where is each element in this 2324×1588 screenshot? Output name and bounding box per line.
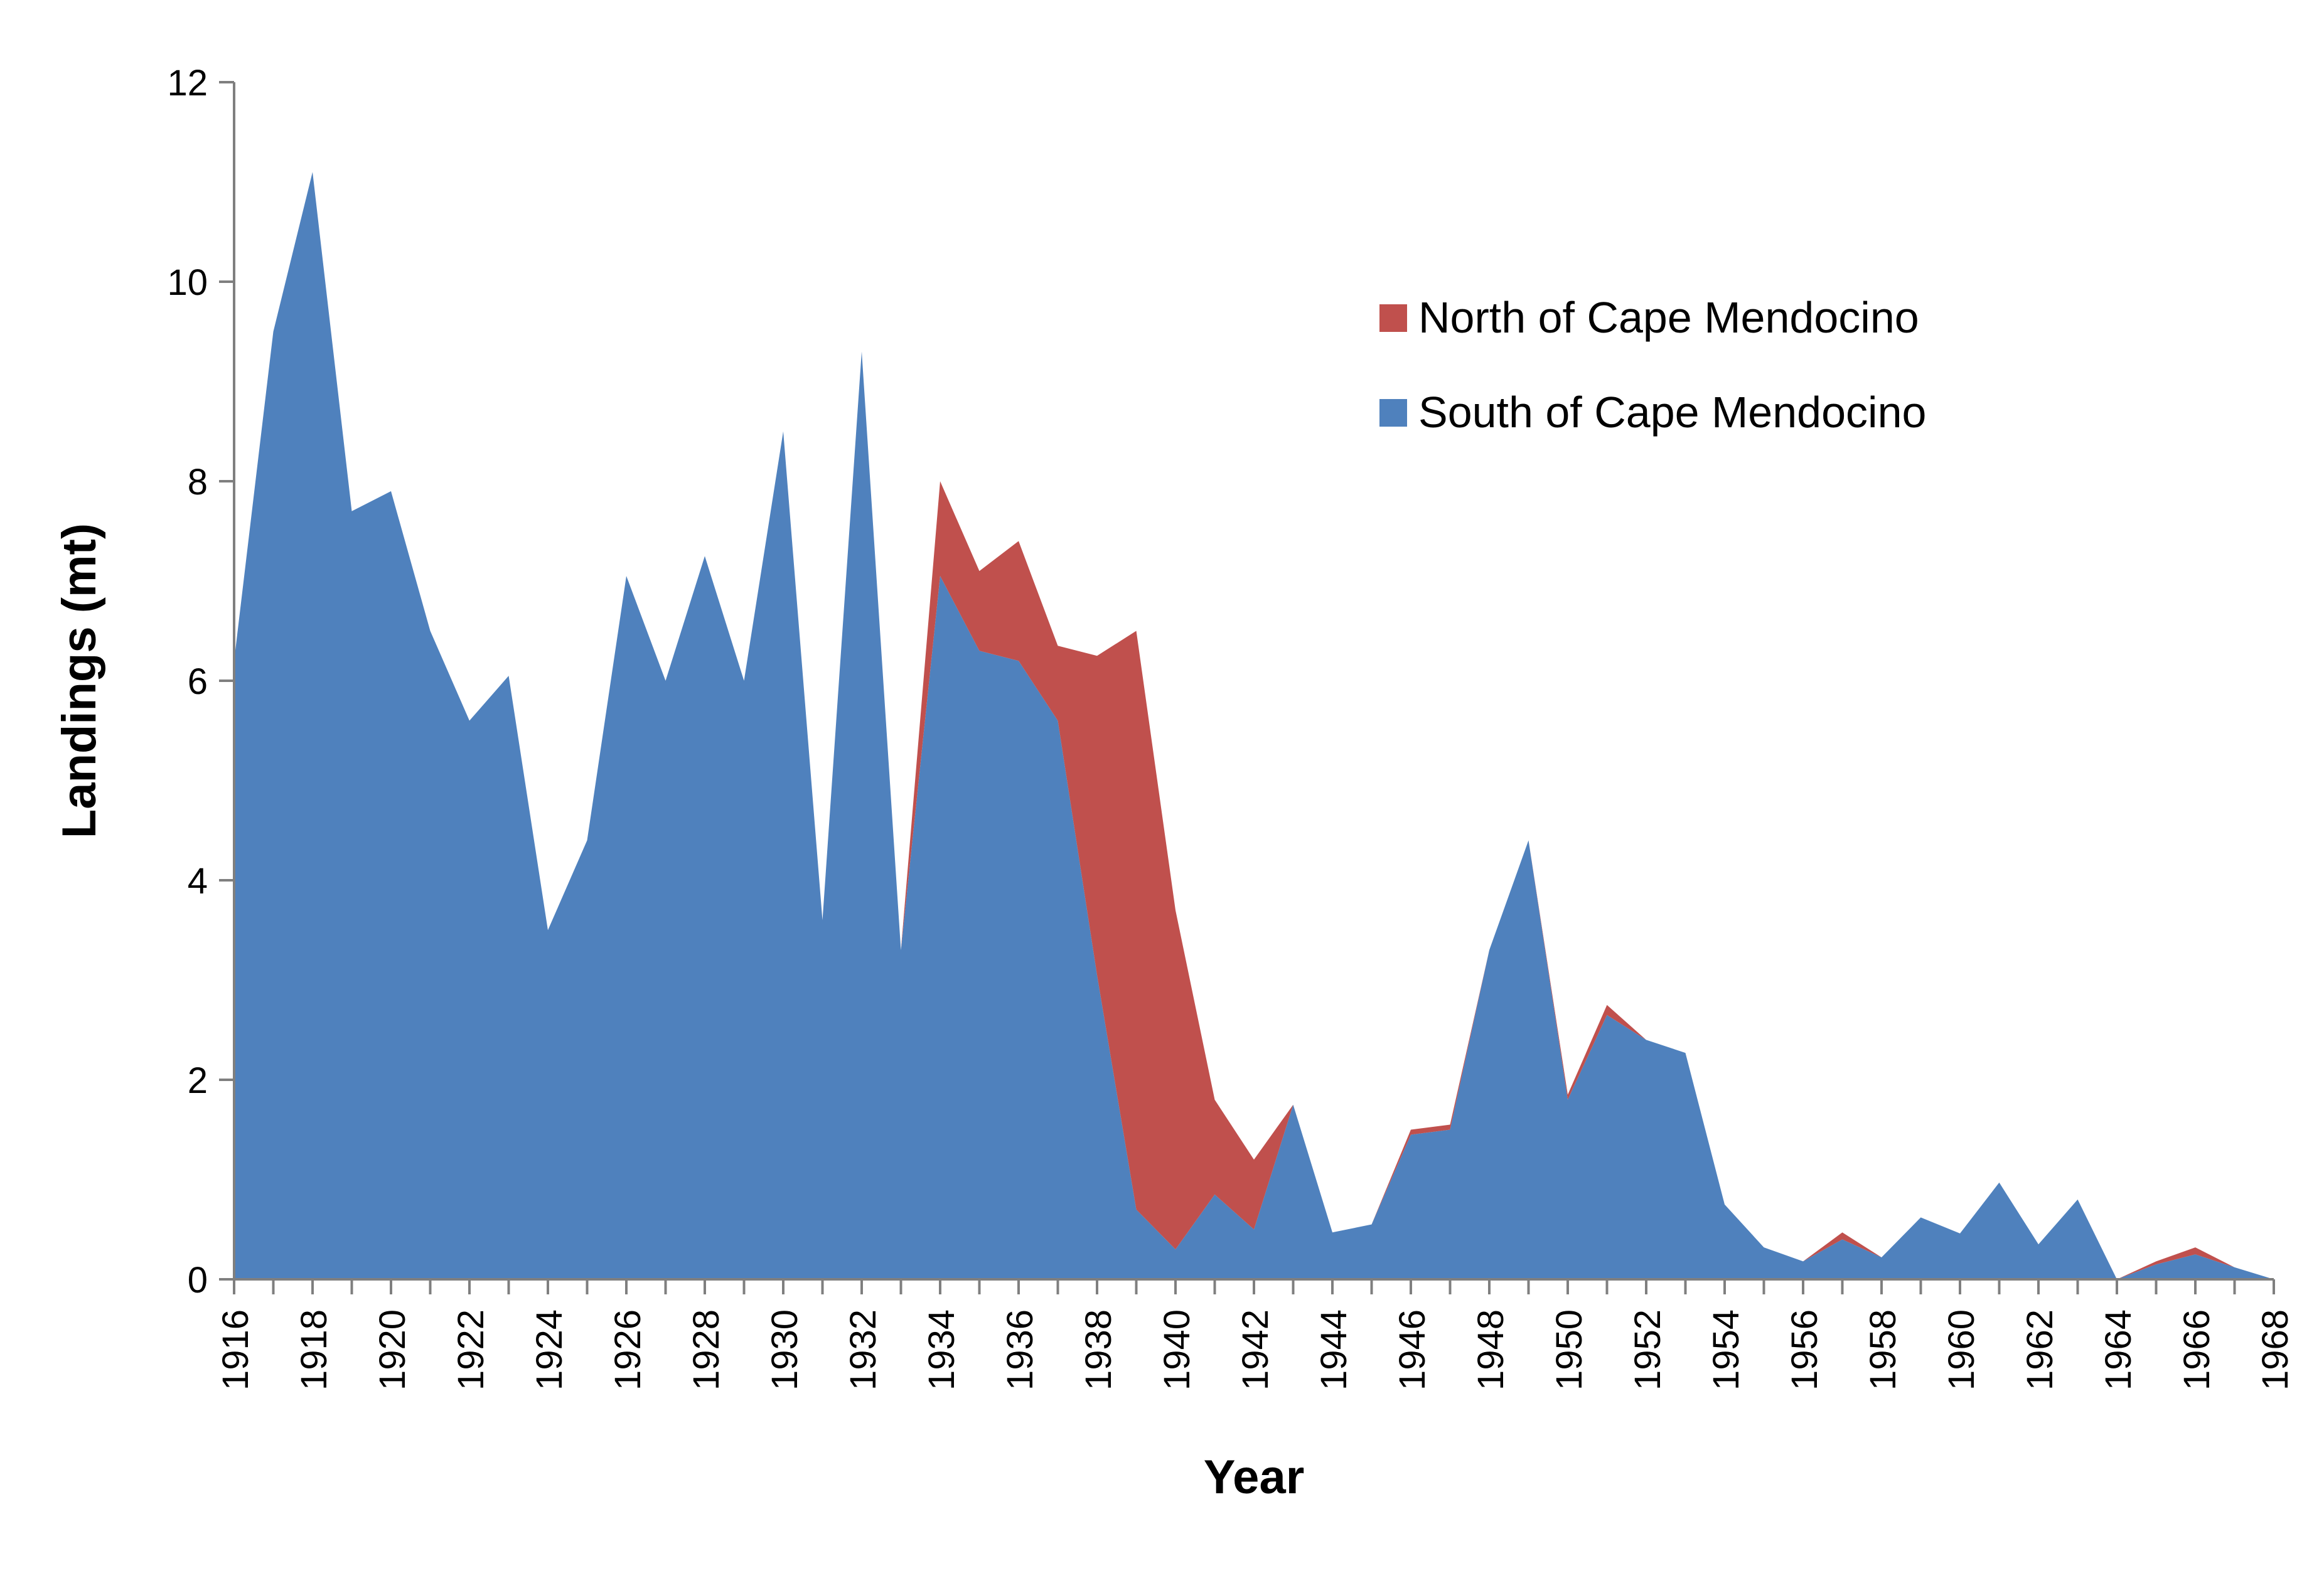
- x-tick-label: 1956: [1784, 1309, 1825, 1390]
- y-tick-label: 8: [188, 462, 208, 503]
- y-tick-label: 2: [188, 1060, 208, 1101]
- x-tick-label: 1942: [1235, 1309, 1276, 1390]
- legend-swatch-north: [1379, 304, 1407, 332]
- x-tick-label: 1954: [1706, 1309, 1747, 1390]
- x-tick-label: 1930: [764, 1309, 805, 1390]
- x-tick-label: 1946: [1392, 1309, 1433, 1390]
- x-tick-label: 1926: [608, 1309, 648, 1390]
- y-tick-label: 4: [188, 861, 208, 902]
- x-tick-label: 1944: [1314, 1309, 1354, 1390]
- x-tick-label: 1960: [1941, 1309, 1982, 1390]
- x-tick-label: 1936: [1000, 1309, 1041, 1390]
- x-tick-label: 1934: [921, 1309, 962, 1390]
- x-tick-label: 1922: [451, 1309, 491, 1390]
- x-tick-label: 1964: [2098, 1309, 2139, 1390]
- y-axis-title: Landings (mt): [53, 523, 106, 838]
- x-tick-label: 1950: [1549, 1309, 1590, 1390]
- y-tick-label: 0: [188, 1260, 208, 1301]
- x-tick-label: 1952: [1627, 1309, 1668, 1390]
- chart-ticks: 0 2 4 6 8 10 12 1916 1918 1920 1922 1924 1926 1928 193…: [167, 63, 2296, 1390]
- x-tick-label: 1932: [843, 1309, 884, 1390]
- x-tick-label: 1962: [2020, 1309, 2060, 1390]
- area-south-of-cape-mendocino: [234, 172, 2274, 1280]
- y-tick-label: 10: [167, 262, 208, 303]
- y-tick-label: 12: [167, 63, 208, 104]
- legend-label-south: South of Cape Mendocino: [1418, 388, 1926, 437]
- x-tick-label: 1940: [1157, 1309, 1197, 1390]
- y-tick-label: 6: [188, 661, 208, 702]
- legend-label-north: North of Cape Mendocino: [1418, 293, 1919, 342]
- chart-areas: [234, 172, 2274, 1280]
- x-tick-label: 1920: [372, 1309, 413, 1390]
- x-tick-label: 1948: [1470, 1309, 1511, 1390]
- x-tick-label: 1918: [294, 1309, 335, 1390]
- x-tick-label: 1924: [529, 1309, 570, 1390]
- legend-swatch-south: [1379, 399, 1407, 427]
- x-tick-label: 1958: [1863, 1309, 1904, 1390]
- x-tick-label: 1916: [215, 1309, 256, 1390]
- x-tick-label: 1928: [686, 1309, 727, 1390]
- x-tick-label: 1938: [1078, 1309, 1119, 1390]
- x-tick-label: 1966: [2177, 1309, 2217, 1390]
- legend: North of Cape Mendocino South of Cape Me…: [1379, 293, 1926, 437]
- x-axis-title: Year: [1204, 1451, 1305, 1504]
- x-tick-label: 1968: [2255, 1309, 2296, 1390]
